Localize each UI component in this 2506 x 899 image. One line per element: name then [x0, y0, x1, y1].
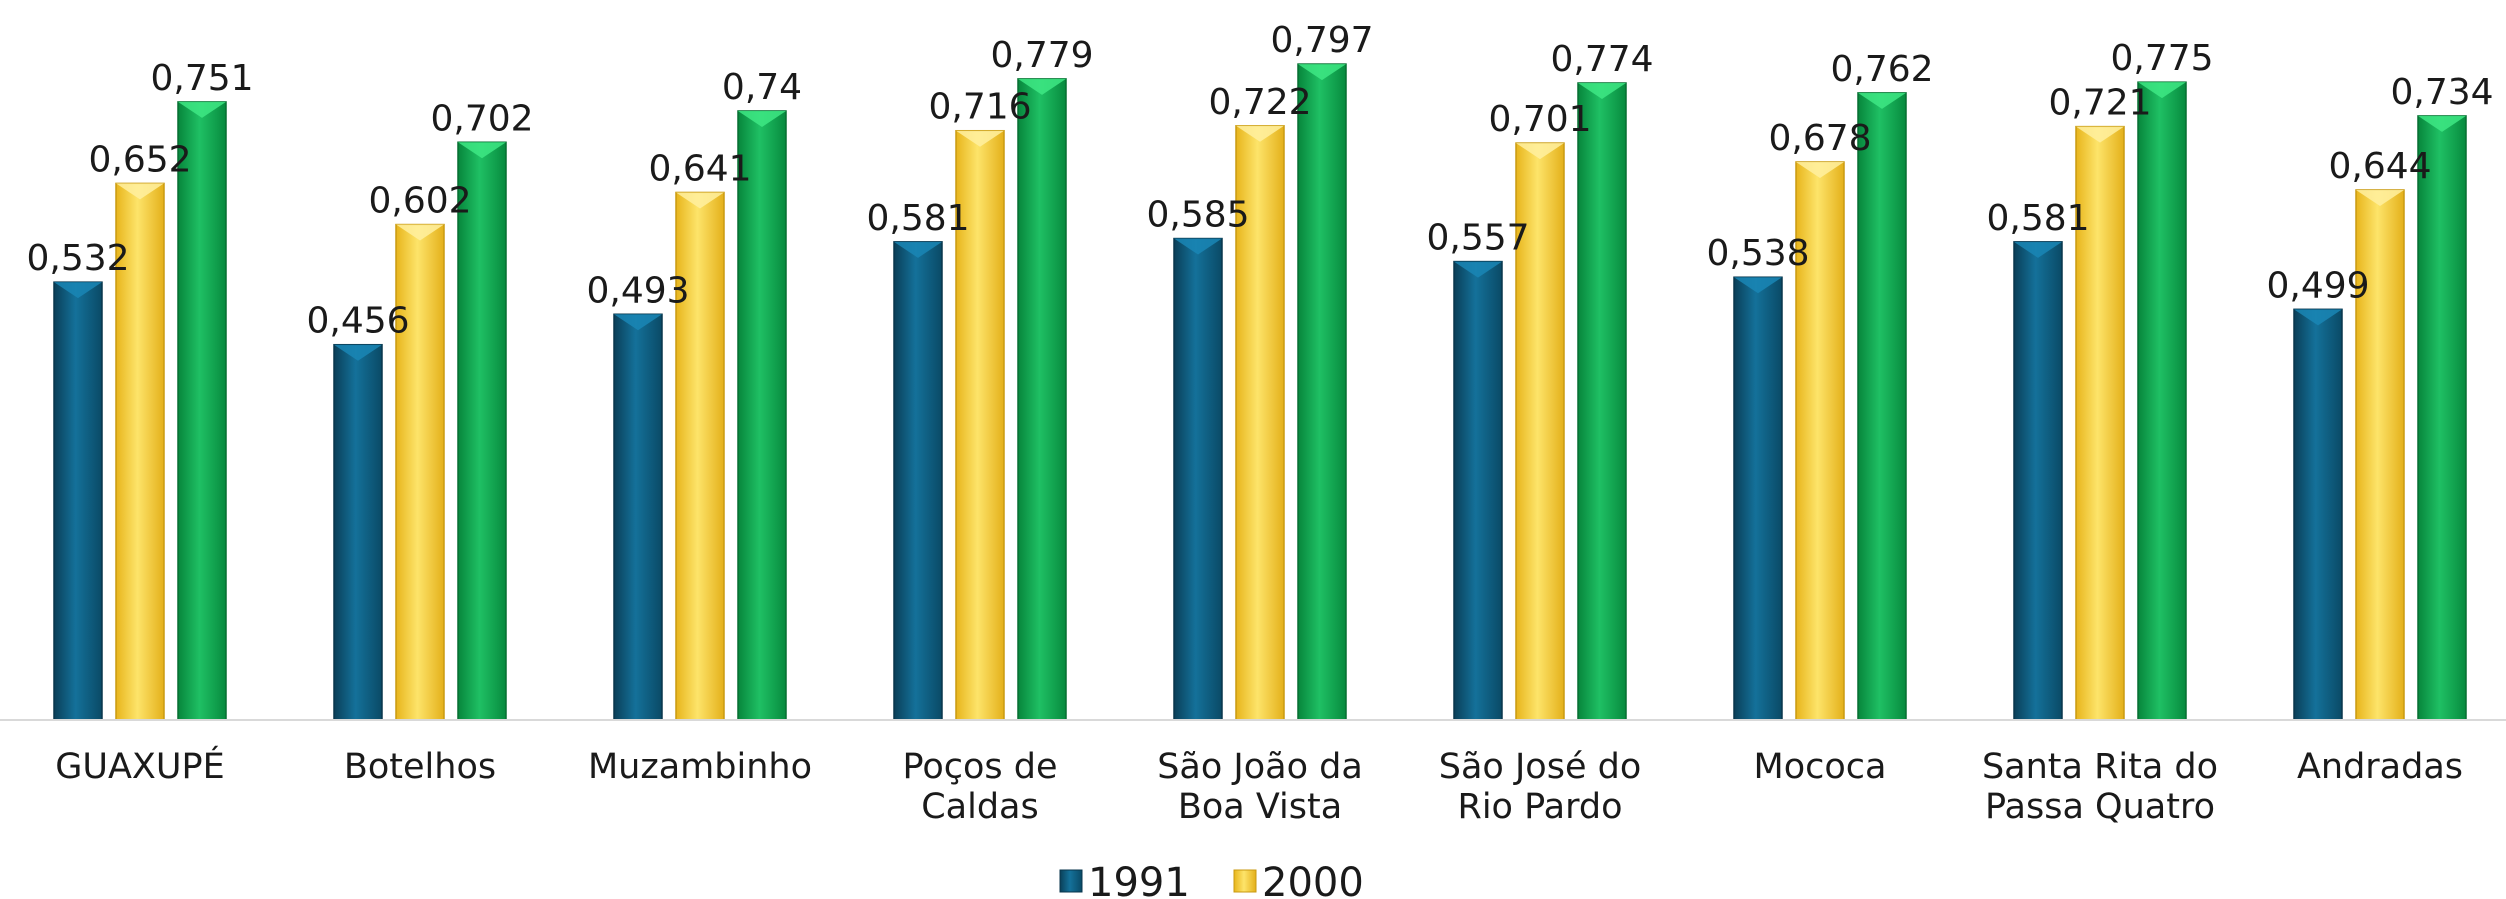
- category-label-3-0: Poços de: [902, 747, 1057, 787]
- bar-2-6: [1857, 92, 1907, 721]
- bar-cap-0-6: [1734, 277, 1782, 294]
- category-label-1-0: Botelhos: [344, 747, 496, 787]
- bar-0-8: [2293, 308, 2343, 721]
- bar-cap-0-0: [54, 282, 102, 299]
- bar-cap-2-5: [1578, 82, 1626, 99]
- bar-cap-1-0: [116, 183, 164, 200]
- bar-cap-1-7: [2076, 126, 2124, 143]
- value-label-1-0: 0,652: [88, 139, 191, 180]
- value-label-2-2: 0,74: [722, 67, 802, 108]
- value-label-1-4: 0,722: [1208, 82, 1311, 123]
- legend-label-1: 2000: [1262, 860, 1364, 899]
- bar-cap-1-8: [2356, 189, 2404, 206]
- value-label-2-4: 0,797: [1270, 20, 1373, 61]
- legend: 1991 2000: [1059, 860, 1364, 899]
- value-label-1-3: 0,716: [928, 87, 1031, 128]
- bars-layer: [53, 63, 2467, 721]
- value-label-0-8: 0,499: [2266, 265, 2369, 306]
- value-label-0-4: 0,585: [1146, 195, 1249, 236]
- value-label-2-5: 0,774: [1550, 39, 1653, 80]
- value-label-0-3: 0,581: [866, 198, 969, 239]
- value-label-1-5: 0,701: [1488, 99, 1591, 140]
- bar-1-8: [2355, 189, 2405, 721]
- bar-2-0: [177, 101, 227, 721]
- value-label-0-1: 0,456: [306, 301, 409, 342]
- bar-cap-2-7: [2138, 82, 2186, 99]
- bar-cap-2-0: [178, 101, 226, 118]
- bar-cap-2-3: [1018, 78, 1066, 95]
- value-label-1-7: 0,721: [2048, 83, 2151, 124]
- bar-2-7: [2137, 81, 2187, 721]
- bar-0-7: [2013, 241, 2063, 721]
- bar-cap-0-1: [334, 344, 382, 361]
- bar-cap-1-3: [956, 130, 1004, 147]
- bar-2-3: [1017, 78, 1067, 721]
- bar-cap-2-1: [458, 142, 506, 159]
- category-label-4-0: São João da: [1157, 747, 1363, 787]
- bar-cap-0-4: [1174, 238, 1222, 255]
- bar-2-1: [457, 141, 507, 721]
- value-label-2-7: 0,775: [2110, 38, 2213, 79]
- bar-cap-0-7: [2014, 241, 2062, 258]
- bar-1-5: [1515, 142, 1565, 721]
- bar-2-8: [2417, 115, 2467, 721]
- bar-cap-1-1: [396, 224, 444, 241]
- legend-label-0: 1991: [1088, 860, 1190, 899]
- category-label-0-0: GUAXUPÉ: [55, 745, 225, 787]
- value-label-1-6: 0,678: [1768, 118, 1871, 159]
- value-label-1-8: 0,644: [2328, 146, 2431, 187]
- value-label-0-7: 0,581: [1986, 198, 2089, 239]
- category-label-5-1: Rio Pardo: [1458, 787, 1623, 827]
- category-label-4-1: Boa Vista: [1178, 787, 1342, 827]
- bar-0-5: [1453, 260, 1503, 721]
- value-label-0-2: 0,493: [586, 270, 689, 311]
- value-label-1-2: 0,641: [648, 148, 751, 189]
- bar-cap-0-5: [1454, 261, 1502, 278]
- category-label-2-0: Muzambinho: [588, 747, 812, 787]
- bar-0-0: [53, 281, 103, 721]
- value-label-2-1: 0,702: [430, 98, 533, 139]
- legend-swatch-0: [1059, 869, 1083, 893]
- category-label-7-1: Passa Quatro: [1985, 787, 2215, 827]
- category-label-5-0: São José do: [1439, 747, 1641, 787]
- bar-2-2: [737, 110, 787, 721]
- bar-0-1: [333, 343, 383, 721]
- legend-swatch-1: [1233, 869, 1257, 893]
- category-label-7-0: Santa Rita do: [1982, 747, 2218, 787]
- bar-1-2: [675, 191, 725, 721]
- bar-cap-0-3: [894, 241, 942, 258]
- bar-1-7: [2075, 125, 2125, 721]
- bar-0-6: [1733, 276, 1783, 721]
- value-label-1-1: 0,602: [368, 181, 471, 222]
- category-label-8-0: Andradas: [2297, 747, 2463, 787]
- category-label-6-0: Mococa: [1754, 747, 1887, 787]
- bar-cap-2-4: [1298, 64, 1346, 81]
- bar-cap-2-2: [738, 110, 786, 127]
- value-label-0-6: 0,538: [1706, 233, 1809, 274]
- value-label-0-5: 0,557: [1426, 218, 1529, 259]
- bar-cap-1-4: [1236, 125, 1284, 142]
- bar-cap-1-6: [1796, 162, 1844, 179]
- category-label-3-1: Caldas: [921, 787, 1039, 827]
- bar-cap-0-2: [614, 314, 662, 331]
- value-label-0-0: 0,532: [26, 238, 129, 279]
- bar-0-2: [613, 313, 663, 721]
- bar-0-3: [893, 241, 943, 721]
- bar-cap-1-5: [1516, 143, 1564, 160]
- bar-cap-0-8: [2294, 309, 2342, 326]
- value-label-2-8: 0,734: [2390, 72, 2493, 113]
- value-label-2-0: 0,751: [150, 58, 253, 99]
- bar-cap-2-8: [2418, 115, 2466, 132]
- bar-cap-2-6: [1858, 92, 1906, 109]
- value-labels-layer: 0,532 0,652 0,751 0,456 0,602 0,702 0,493 0,641…: [26, 20, 2493, 342]
- bar-0-4: [1173, 237, 1223, 721]
- bar-cap-1-2: [676, 192, 724, 209]
- value-label-2-6: 0,762: [1830, 49, 1933, 90]
- value-label-2-3: 0,779: [990, 35, 1093, 76]
- bar-2-5: [1577, 82, 1627, 721]
- bar-2-4: [1297, 63, 1347, 721]
- bar-1-1: [395, 223, 445, 721]
